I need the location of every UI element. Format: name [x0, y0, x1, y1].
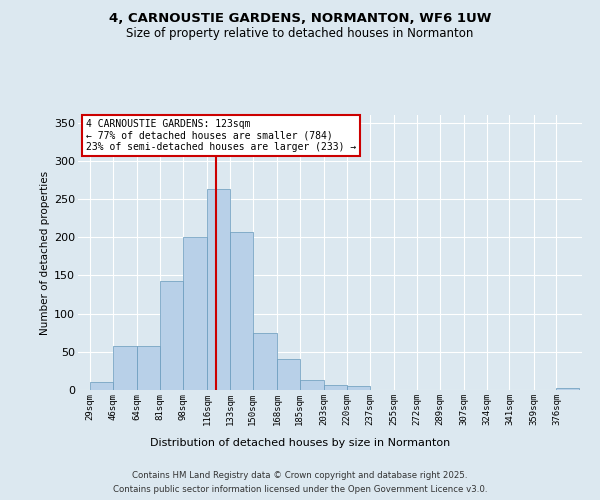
Bar: [113, 346, 137, 390]
Text: Size of property relative to detached houses in Normanton: Size of property relative to detached ho…: [127, 28, 473, 40]
Bar: [277, 360, 300, 390]
Bar: [183, 237, 207, 390]
Text: 4 CARNOUSTIE GARDENS: 123sqm
← 77% of detached houses are smaller (784)
23% of s: 4 CARNOUSTIE GARDENS: 123sqm ← 77% of de…: [86, 119, 356, 152]
Text: 4, CARNOUSTIE GARDENS, NORMANTON, WF6 1UW: 4, CARNOUSTIE GARDENS, NORMANTON, WF6 1U…: [109, 12, 491, 26]
Bar: [90, 382, 113, 390]
Y-axis label: Number of detached properties: Number of detached properties: [40, 170, 50, 334]
Bar: [556, 388, 580, 390]
Bar: [230, 232, 253, 390]
Bar: [300, 380, 324, 390]
Text: Distribution of detached houses by size in Normanton: Distribution of detached houses by size …: [150, 438, 450, 448]
Text: Contains public sector information licensed under the Open Government Licence v3: Contains public sector information licen…: [113, 486, 487, 494]
Bar: [207, 189, 230, 390]
Bar: [137, 346, 160, 390]
Text: Contains HM Land Registry data © Crown copyright and database right 2025.: Contains HM Land Registry data © Crown c…: [132, 472, 468, 480]
Bar: [160, 281, 183, 390]
Bar: [347, 386, 370, 390]
Bar: [324, 386, 347, 390]
Bar: [253, 334, 277, 390]
